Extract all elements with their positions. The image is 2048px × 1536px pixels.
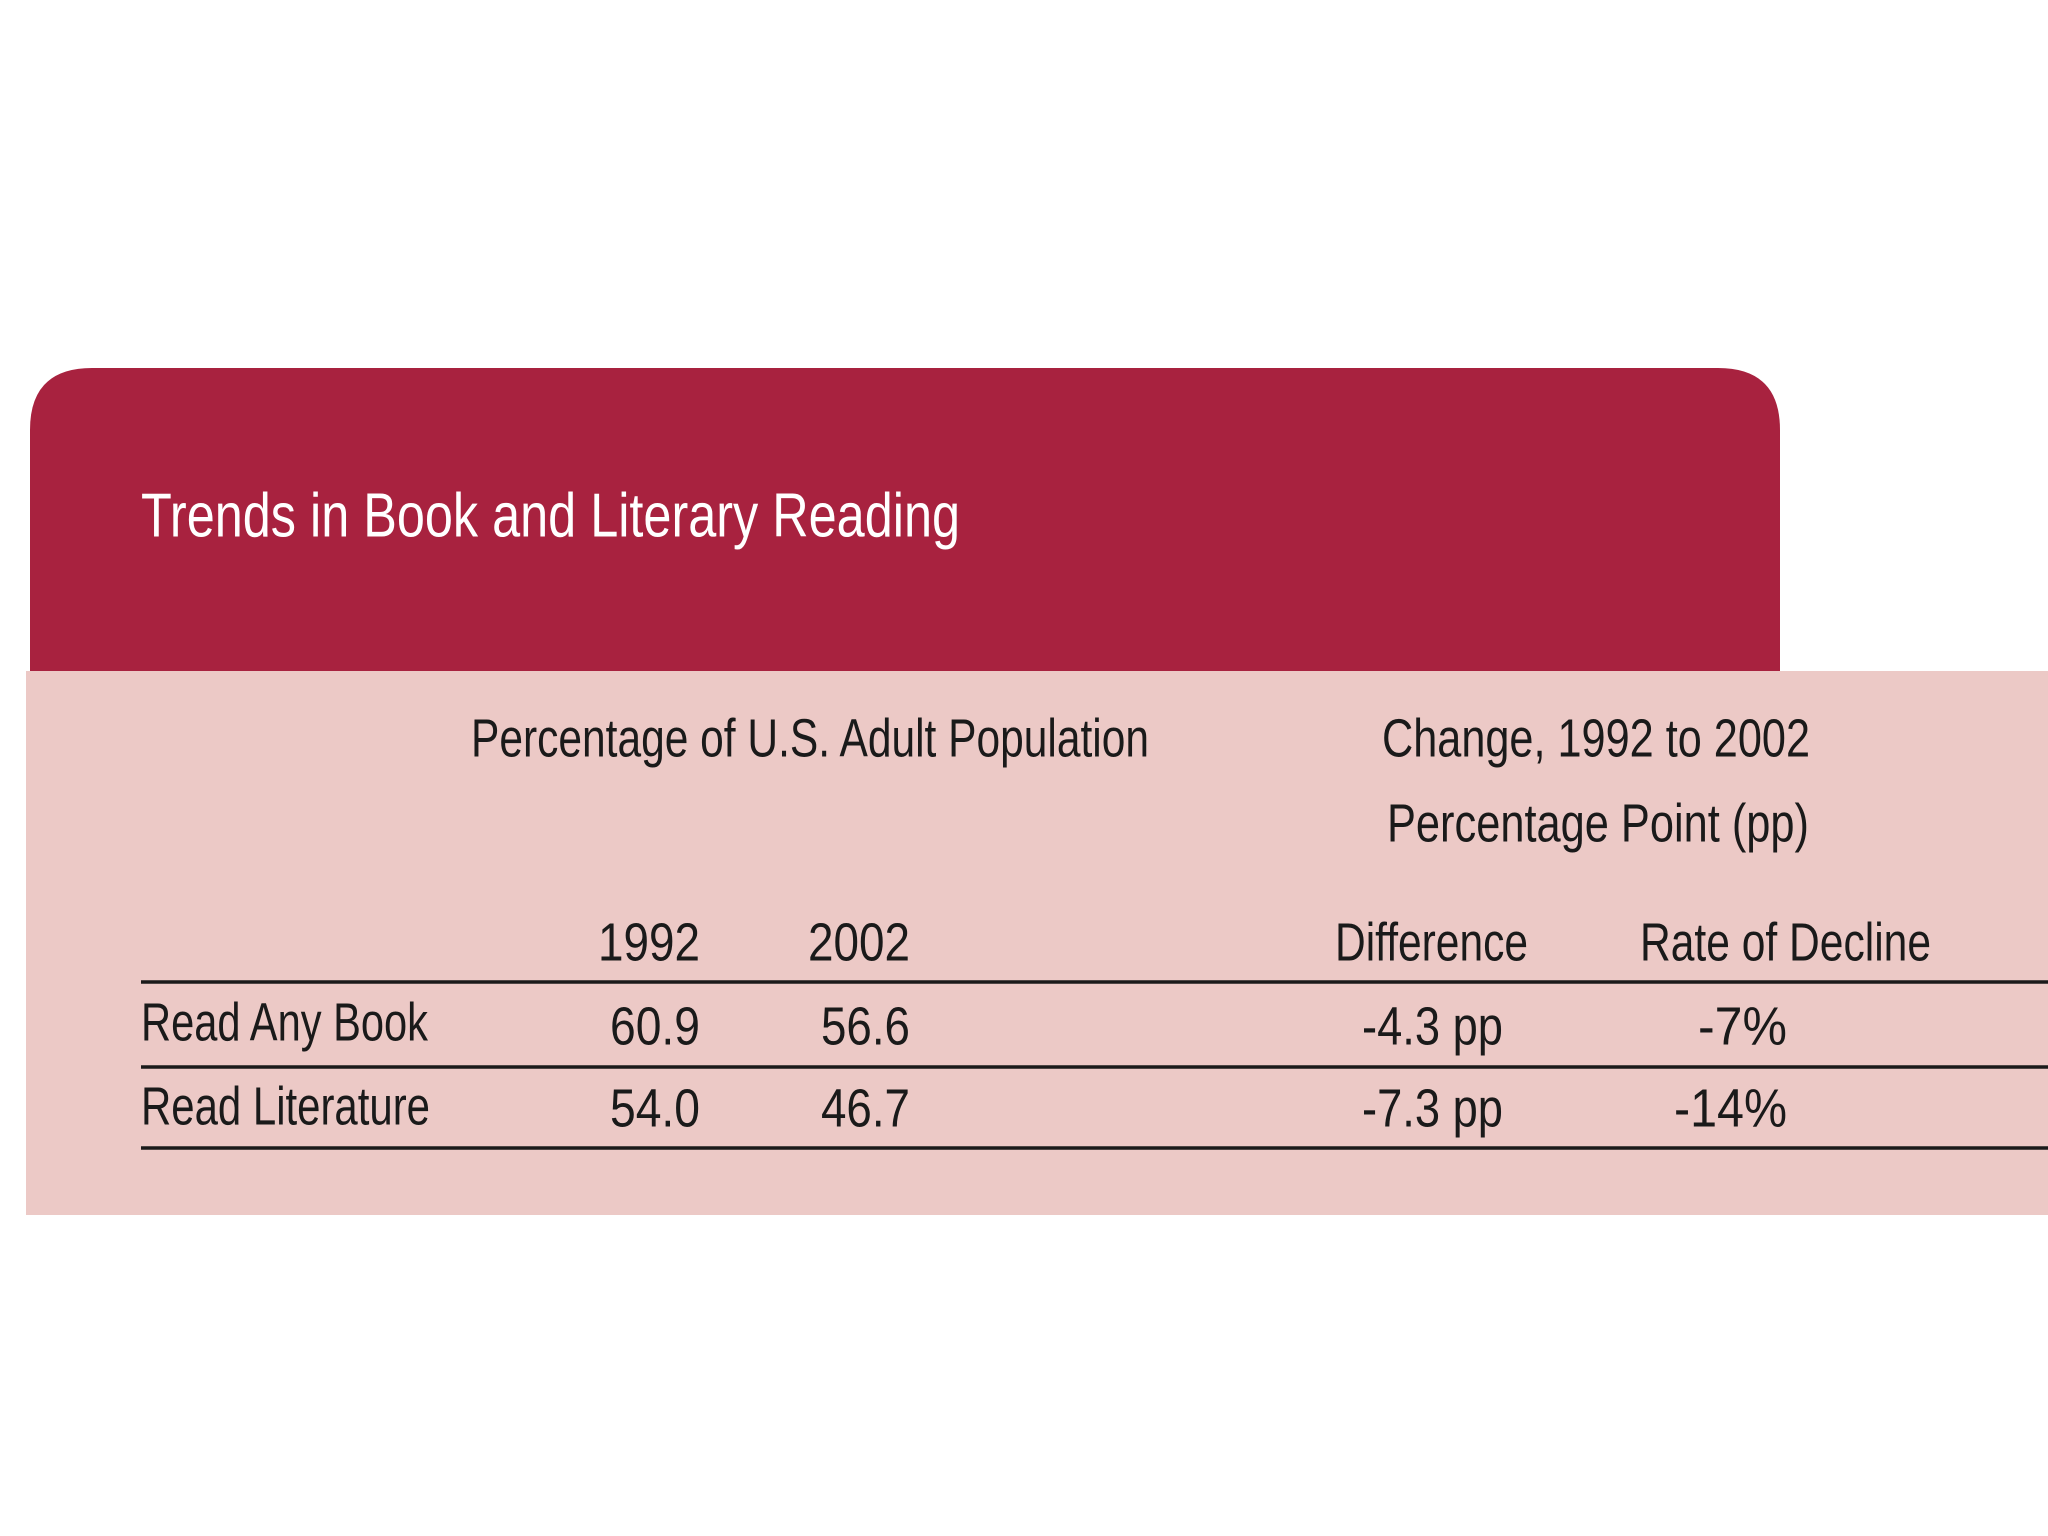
row-label: Read Literature	[141, 1076, 430, 1136]
cell: 56.6	[821, 996, 910, 1056]
group-header: Percentage of U.S. Adult Population	[471, 708, 1149, 768]
column-header: Rate of Decline	[1640, 912, 1931, 972]
cell: 46.7	[821, 1078, 910, 1138]
group-header: Percentage Point (pp)	[1387, 793, 1809, 853]
column-header: 1992	[598, 912, 700, 972]
group-header: Change, 1992 to 2002	[1382, 708, 1810, 768]
cell: -14%	[1674, 1078, 1787, 1138]
row-label: Read Any Book	[141, 992, 429, 1052]
cell: 60.9	[610, 996, 700, 1056]
cell: -7.3 pp	[1362, 1078, 1503, 1138]
column-header: Difference	[1335, 912, 1528, 972]
title: Trends in Book and Literary Reading	[141, 481, 960, 550]
column-header: 2002	[808, 912, 910, 972]
cell: -4.3 pp	[1362, 996, 1503, 1056]
cell: -7%	[1698, 996, 1787, 1056]
header-panel	[30, 368, 1780, 671]
cell: 54.0	[610, 1078, 700, 1138]
table-panel	[26, 671, 2048, 1215]
